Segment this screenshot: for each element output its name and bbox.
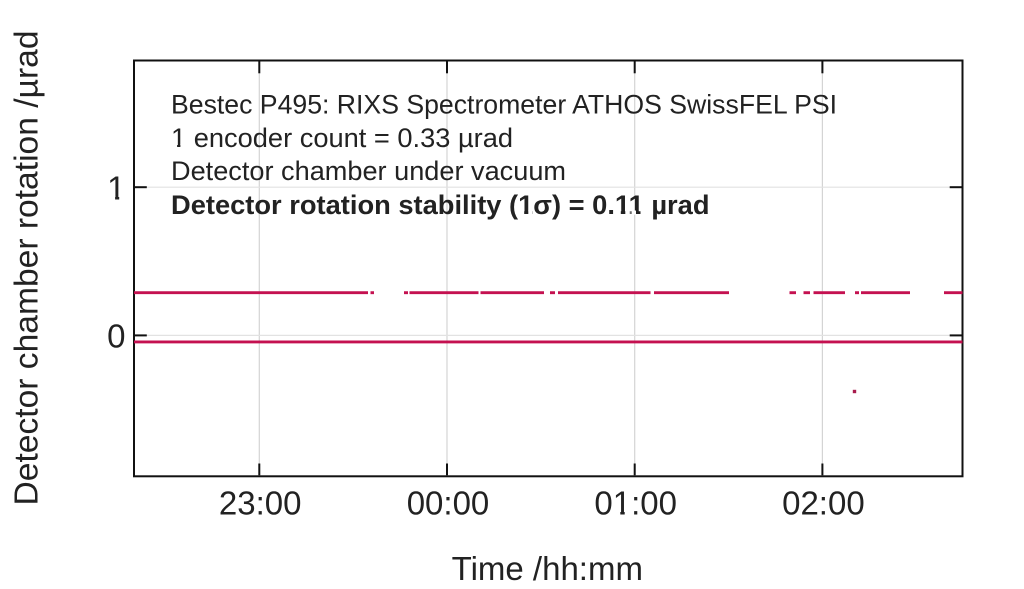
svg-text:01:00: 01:00 <box>594 485 677 522</box>
svg-text:00:00: 00:00 <box>407 485 490 522</box>
svg-text:1: 1 <box>107 170 125 207</box>
svg-text:23:00: 23:00 <box>219 485 302 522</box>
svg-text:Detector chamber under vacuum: Detector chamber under vacuum <box>171 156 566 186</box>
svg-text:Bestec P495: RIXS Spectrometer: Bestec P495: RIXS Spectrometer ATHOS Swi… <box>171 90 837 120</box>
svg-text:1 encoder count = 0.33 µrad: 1 encoder count = 0.33 µrad <box>171 123 513 153</box>
svg-text:Detector rotation stability (1: Detector rotation stability (1σ) = 0.11 … <box>171 190 710 220</box>
svg-text:02:00: 02:00 <box>782 485 865 522</box>
svg-text:0: 0 <box>107 318 125 355</box>
svg-text:Time /hh:mm: Time /hh:mm <box>452 550 643 587</box>
svg-text:Detector chamber rotation /µra: Detector chamber rotation /µrad <box>8 31 45 506</box>
